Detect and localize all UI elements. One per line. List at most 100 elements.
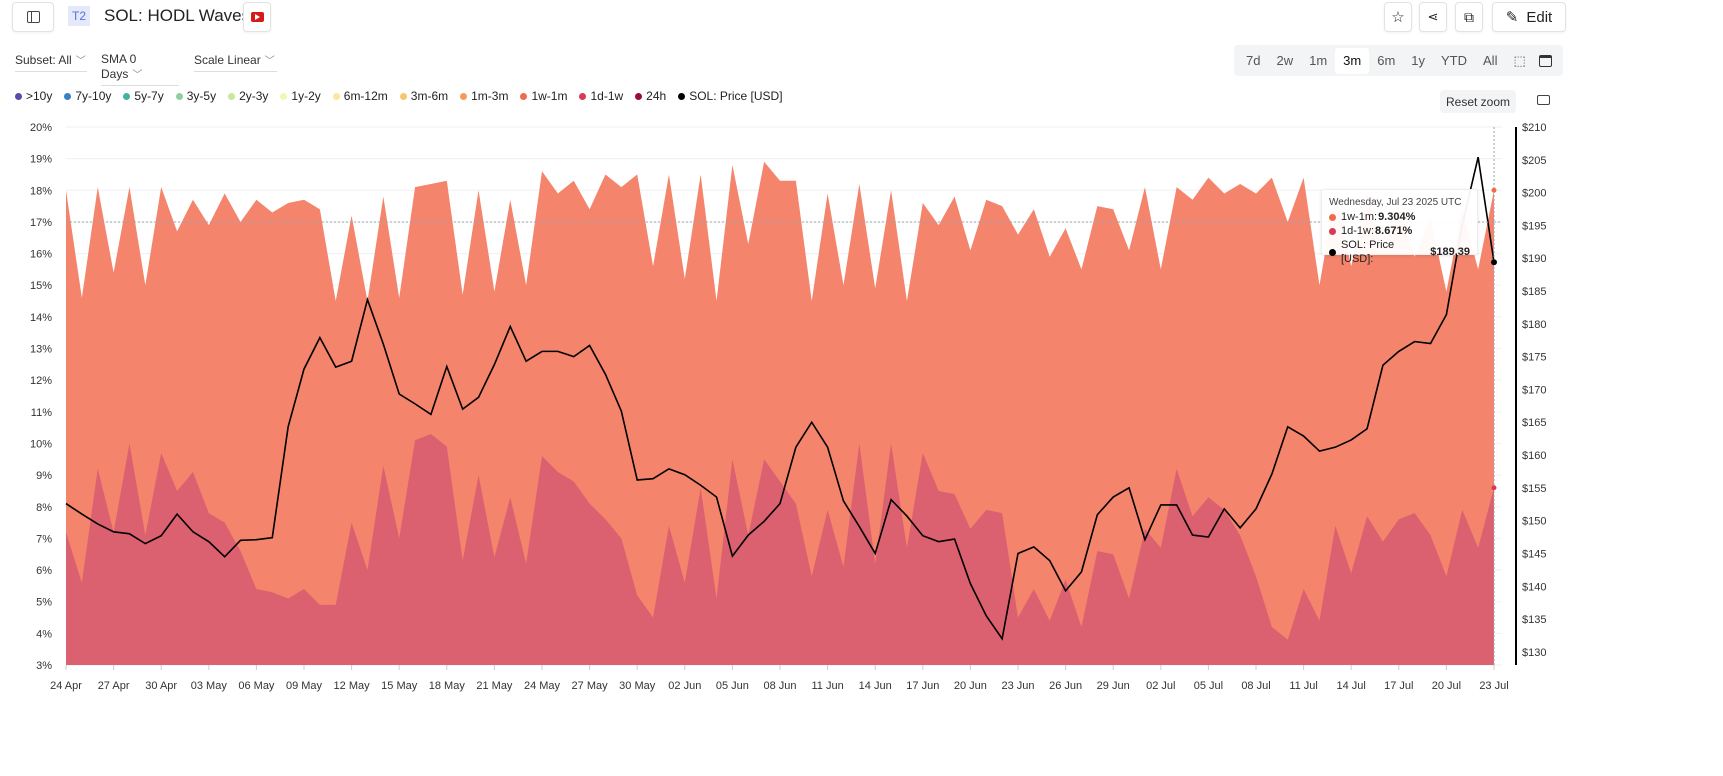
y-right-tick-label: $190	[1522, 253, 1546, 265]
x-tick-label: 23 Jul	[1479, 680, 1508, 692]
range-7d[interactable]: 7d	[1246, 52, 1261, 68]
x-tick-label: 02 Jun	[668, 680, 701, 692]
sma-select[interactable]: SMA 0 Days ﹀	[101, 52, 179, 86]
legend-item[interactable]: >10y	[15, 89, 52, 103]
y-left-tick-label: 5%	[36, 597, 52, 609]
legend-label: 2y-3y	[239, 89, 269, 103]
y-left-tick-label: 16%	[30, 249, 52, 261]
copy-icon: ⧉	[1464, 8, 1474, 25]
tooltip-row: SOL: Price [USD]: $189.39	[1329, 238, 1470, 266]
reset-zoom-button[interactable]: Reset zoom	[1440, 90, 1516, 113]
legend-item[interactable]: 1d-1w	[579, 89, 623, 103]
range-all[interactable]: All	[1483, 52, 1498, 68]
edit-button[interactable]: ✎ Edit	[1492, 2, 1566, 32]
range-ytd[interactable]: YTD	[1441, 52, 1468, 68]
legend-item[interactable]: 1m-3m	[460, 89, 508, 103]
x-tick-label: 20 Jun	[954, 680, 987, 692]
series-dot-icon	[1329, 248, 1336, 256]
x-tick-label: 23 Jun	[1001, 680, 1034, 692]
legend-item[interactable]: 1y-2y	[280, 89, 321, 103]
legend-label: 6m-12m	[343, 89, 388, 103]
legend-item[interactable]: 2y-3y	[228, 89, 268, 103]
legend-item[interactable]: 5y-7y	[123, 89, 164, 103]
camera-icon[interactable]	[1537, 95, 1550, 105]
legend-dot-icon	[123, 92, 131, 100]
legend-label: 1w-1m	[531, 89, 568, 103]
legend: >10y 7y-10y 5y-7y 3y-5y 2y-3y 1y-2y 6m-12m 3m-6…	[15, 89, 783, 103]
legend-item[interactable]: 1w-1m	[520, 89, 567, 103]
tooltip-label: 1d-1w:	[1341, 225, 1375, 237]
y-left-tick-label: 14%	[30, 312, 52, 324]
y-left-tick-label: 17%	[30, 217, 52, 229]
range-6m[interactable]: 6m	[1377, 52, 1396, 68]
zoom-select-icon[interactable]: ⬚	[1513, 52, 1526, 68]
chevron-down-icon: ﹀	[75, 56, 86, 67]
range-1m[interactable]: 1m	[1309, 52, 1328, 68]
legend-label: 24h	[646, 89, 667, 103]
x-tick-label: 20 Jul	[1432, 680, 1461, 692]
calendar-button[interactable]	[1527, 45, 1563, 76]
legend-item[interactable]: 24h	[635, 89, 666, 103]
marker-1w-1m	[1491, 187, 1497, 193]
x-tick-label: 26 Jun	[1049, 680, 1082, 692]
y-right-tick-label: $175	[1522, 352, 1546, 364]
x-tick-label: 14 Jun	[859, 680, 892, 692]
legend-item[interactable]: 7y-10y	[64, 89, 111, 103]
legend-dot-icon	[460, 92, 468, 100]
x-tick-label: 30 Apr	[145, 680, 177, 692]
toggle-sidebar-button[interactable]	[12, 2, 54, 32]
legend-item[interactable]: 3m-6m	[399, 89, 449, 103]
range-2w[interactable]: 2w	[1276, 52, 1294, 68]
legend-dot-icon	[579, 92, 587, 100]
legend-label: 1m-3m	[471, 89, 509, 103]
y-right-tick-label: $200	[1522, 188, 1546, 200]
x-tick-label: 09 May	[286, 680, 323, 692]
subset-select[interactable]: Subset: All ﹀	[15, 52, 87, 72]
youtube-button[interactable]	[243, 2, 271, 32]
x-tick-label: 03 May	[191, 680, 228, 692]
edit-label: Edit	[1526, 8, 1553, 26]
legend-dot-icon	[15, 92, 22, 100]
x-tick-label: 05 Jul	[1194, 680, 1223, 692]
legend-item[interactable]: 3y-5y	[175, 89, 216, 103]
range-1y[interactable]: 1y	[1411, 52, 1426, 68]
y-left-tick-label: 10%	[30, 438, 52, 450]
legend-dot-icon	[228, 92, 236, 100]
y-right-tick-label: $210	[1522, 122, 1546, 134]
scale-select[interactable]: Scale Linear ﹀	[194, 52, 277, 72]
x-tick-label: 29 Jun	[1097, 680, 1130, 692]
y-right-tick-label: $160	[1522, 450, 1546, 462]
range-3m[interactable]: 3m	[1335, 47, 1370, 74]
favorite-button[interactable]: ☆	[1384, 2, 1412, 32]
tooltip-date: Wednesday, Jul 23 2025 UTC	[1329, 197, 1462, 208]
marker-1d-1w	[1491, 485, 1497, 491]
price-line	[65, 156, 1495, 641]
y-left-tick-label: 3%	[36, 660, 52, 672]
legend-dot-icon	[399, 92, 407, 100]
duplicate-button[interactable]: ⧉	[1455, 2, 1483, 32]
star-icon: ☆	[1391, 9, 1405, 26]
x-tick-label: 15 May	[381, 680, 418, 692]
x-tick-label: 17 Jun	[906, 680, 939, 692]
tooltip-value: 9.304%	[1378, 211, 1416, 223]
x-tick-label: 08 Jun	[763, 680, 796, 692]
tier-badge: T2	[68, 6, 90, 26]
y-left-tick-label: 19%	[30, 154, 52, 166]
y-right-tick-label: $145	[1522, 548, 1546, 560]
y-left-tick-label: 6%	[36, 565, 52, 577]
legend-item[interactable]: 6m-12m	[332, 89, 388, 103]
tooltip-value: 8.671%	[1375, 225, 1413, 237]
legend-dot-icon	[280, 92, 288, 100]
y-left-tick-label: 20%	[30, 122, 52, 134]
x-tick-label: 24 May	[524, 680, 561, 692]
share-icon: ⋖	[1427, 9, 1439, 24]
share-button[interactable]: ⋖	[1419, 2, 1447, 32]
y-left-tick-label: 13%	[30, 344, 52, 356]
series-dot-icon	[1329, 213, 1336, 221]
legend-label: 3m-6m	[410, 89, 449, 103]
y-left-tick-label: 18%	[30, 185, 52, 197]
legend-dot-icon	[678, 92, 686, 100]
x-tick-label: 11 Jun	[811, 680, 843, 692]
legend-item[interactable]: SOL: Price [USD]	[678, 89, 783, 103]
y-left-tick-label: 4%	[36, 628, 52, 640]
